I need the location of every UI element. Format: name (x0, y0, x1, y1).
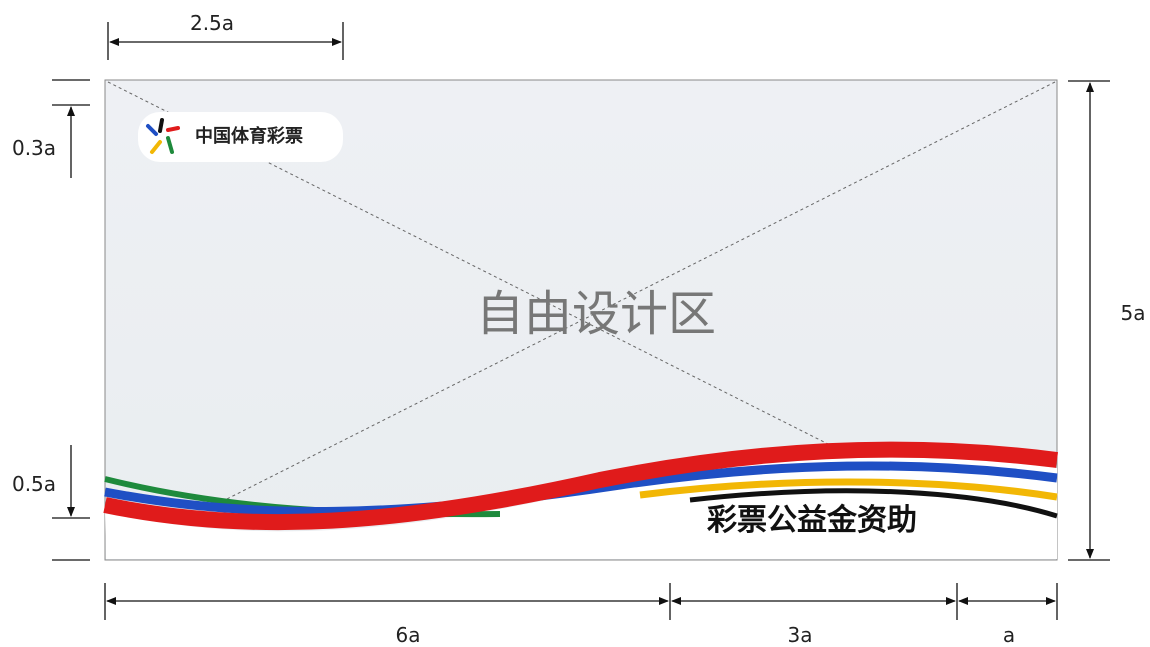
dim-label: a (1003, 623, 1015, 647)
wave-blue (104, 461, 1058, 516)
logo-text: 中国体育彩票 (195, 125, 303, 147)
diagonal (214, 81, 1056, 506)
wave-black (689, 488, 1058, 519)
dim-label: 0.3a (12, 136, 56, 160)
slogan: 彩票公益金资助 (707, 503, 917, 538)
wave-red (103, 441, 1059, 531)
logo-icon (146, 118, 180, 154)
dim-label: 6a (396, 623, 421, 647)
dim-label: 5a (1121, 301, 1146, 325)
wave-yellow (639, 478, 1058, 501)
logo-box (138, 112, 343, 162)
dim-label: 3a (788, 623, 813, 647)
dim-label: 0.5a (12, 472, 56, 496)
dim-label: 2.5a (190, 11, 234, 35)
center-label: 自由设计区 (476, 286, 716, 342)
